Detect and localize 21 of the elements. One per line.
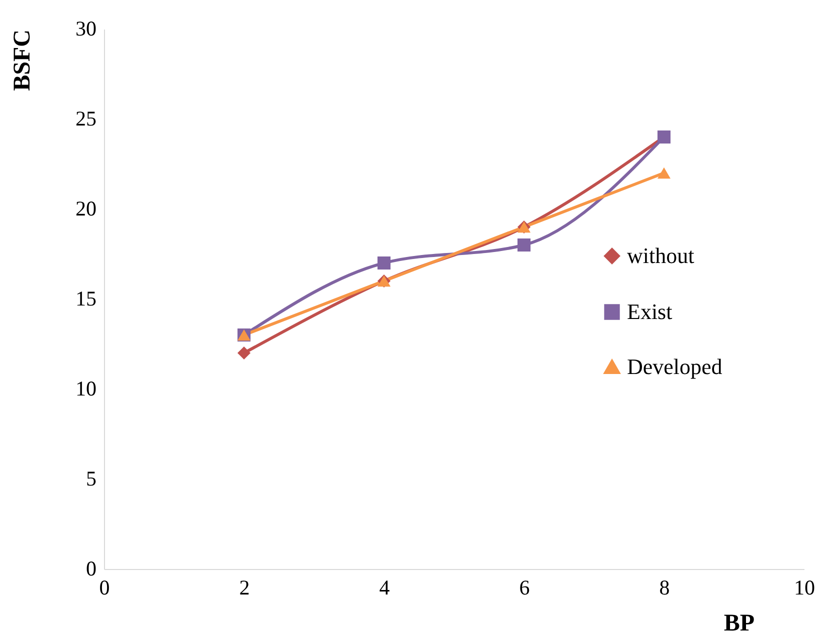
y-tick-label: 0: [86, 556, 96, 580]
y-tick-label: 20: [76, 196, 96, 220]
y-axis-title: BSFC: [10, 30, 36, 91]
x-tick-label: 6: [519, 576, 530, 600]
y-tick-label: 15: [76, 286, 96, 310]
point: [377, 256, 391, 270]
y-tick-label: 30: [76, 16, 96, 40]
point: [517, 238, 531, 252]
point: [237, 346, 251, 360]
y-tick-label: 5: [86, 466, 96, 490]
x-tick-label: 4: [379, 576, 390, 600]
legend-label: Developed: [627, 354, 722, 379]
legend-label: Exist: [627, 299, 672, 324]
legend-label: without: [627, 243, 694, 268]
point: [657, 167, 671, 179]
x-tick-label: 10: [794, 576, 815, 600]
x-axis-title: BP: [724, 610, 754, 636]
y-tick-label: 10: [76, 376, 96, 400]
x-tick-label: 2: [239, 576, 250, 600]
x-tick-label: 8: [659, 576, 670, 600]
y-tick-label: 25: [76, 106, 96, 130]
